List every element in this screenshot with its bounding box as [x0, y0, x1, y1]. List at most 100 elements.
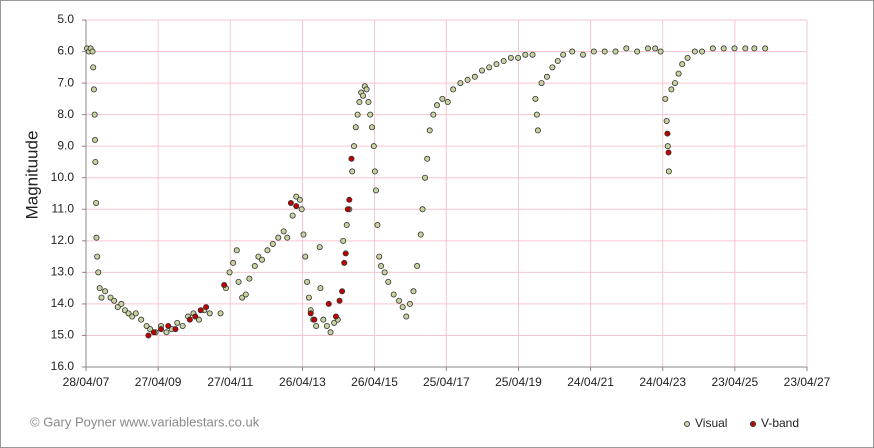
x-tick-label: 27/04/11 — [207, 375, 253, 389]
data-point — [296, 196, 303, 203]
data-point — [92, 158, 99, 165]
data-point — [385, 278, 392, 285]
data-point — [354, 111, 361, 118]
data-point — [217, 310, 224, 317]
legend-marker — [750, 420, 757, 427]
legend-marker — [684, 420, 691, 427]
data-point — [320, 316, 327, 323]
data-point — [370, 143, 377, 150]
data-point — [417, 231, 424, 238]
data-point — [325, 300, 332, 307]
data-point — [675, 70, 682, 77]
credit: © Gary Poyner www.variablestars.co.uk — [30, 414, 260, 429]
data-point — [396, 297, 403, 304]
y-tick-label: 13.0 — [51, 265, 75, 279]
data-point — [644, 45, 651, 52]
data-point — [471, 73, 478, 80]
legend-label: V-band — [761, 416, 799, 430]
data-point — [367, 111, 374, 118]
data-point — [538, 80, 545, 87]
data-point — [350, 143, 357, 150]
data-point — [289, 212, 296, 219]
data-point — [457, 80, 464, 87]
data-point — [664, 143, 671, 150]
data-point — [304, 278, 311, 285]
data-point — [664, 130, 671, 137]
data-point — [439, 95, 446, 102]
data-point — [311, 316, 318, 323]
data-point — [634, 48, 641, 55]
data-point — [399, 304, 406, 311]
data-point — [323, 322, 330, 329]
y-tick-label: 12.0 — [51, 233, 75, 247]
data-point — [601, 48, 608, 55]
data-point — [479, 67, 486, 74]
y-tick-label: 14.0 — [51, 296, 75, 310]
data-point — [529, 51, 536, 58]
data-point — [298, 206, 305, 213]
data-point — [332, 313, 339, 320]
data-point — [742, 45, 749, 52]
axes — [85, 20, 807, 368]
data-point — [352, 124, 359, 131]
x-tick-label: 27/04/09 — [135, 375, 182, 389]
data-point — [327, 329, 334, 336]
data-point — [406, 300, 413, 307]
data-point — [93, 234, 100, 241]
x-tick-label: 28/04/07 — [63, 375, 110, 389]
data-point — [720, 45, 727, 52]
data-point — [699, 48, 706, 55]
x-tick-label: 26/04/13 — [279, 375, 326, 389]
data-point — [450, 86, 457, 93]
data-point — [522, 51, 529, 58]
data-point — [242, 291, 249, 298]
data-point — [92, 136, 99, 143]
data-point — [293, 203, 300, 210]
data-point — [145, 332, 152, 339]
data-point — [410, 288, 417, 295]
data-point — [93, 199, 100, 206]
data-point — [206, 310, 213, 317]
data-point — [679, 61, 686, 68]
x-tick-label: 26/04/15 — [351, 375, 398, 389]
y-tick-label: 6.0 — [57, 44, 74, 58]
data-point — [275, 234, 282, 241]
data-point — [233, 247, 240, 254]
data-point — [532, 95, 539, 102]
data-point — [433, 102, 440, 109]
data-point — [172, 326, 179, 333]
data-point — [313, 322, 320, 329]
data-point — [691, 48, 698, 55]
data-point — [662, 95, 669, 102]
data-point — [422, 174, 429, 181]
data-point — [369, 124, 376, 131]
data-point — [230, 259, 237, 266]
data-point — [264, 247, 271, 254]
data-point — [346, 196, 353, 203]
data-point — [89, 48, 96, 55]
data-point — [342, 250, 349, 257]
data-point — [657, 48, 664, 55]
data-point — [731, 45, 738, 52]
data-point — [316, 244, 323, 251]
data-point — [507, 54, 514, 61]
x-tick-label: 25/04/17 — [423, 375, 470, 389]
data-point — [95, 269, 102, 276]
data-point — [372, 187, 379, 194]
data-point — [246, 275, 253, 282]
data-point — [444, 99, 451, 106]
data-point — [96, 285, 103, 292]
data-point — [132, 310, 139, 317]
data-point — [671, 80, 678, 87]
data-point — [174, 319, 181, 326]
data-point — [259, 256, 266, 263]
data-point — [623, 45, 630, 52]
data-point — [192, 313, 199, 320]
data-point — [221, 281, 228, 288]
data-point — [378, 263, 385, 270]
x-tick-label: 25/04/19 — [495, 375, 542, 389]
data-point — [515, 54, 522, 61]
data-point — [102, 288, 109, 295]
data-point — [668, 86, 675, 93]
